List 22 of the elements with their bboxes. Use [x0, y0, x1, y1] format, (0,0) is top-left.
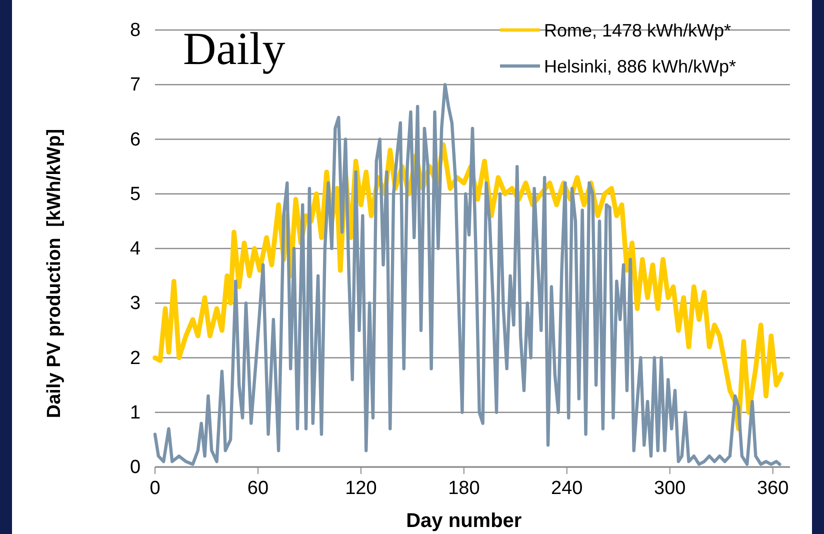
- x-tick-label: 60: [247, 478, 269, 500]
- y-tick-label: 6: [130, 129, 141, 150]
- y-tick-label: 7: [130, 74, 141, 96]
- legend-label: Rome, 1478 kWh/kWp*: [544, 20, 732, 40]
- x-tick-label: 120: [345, 478, 377, 500]
- x-tick-label: 300: [654, 478, 686, 500]
- y-tick-label: 2: [130, 348, 141, 369]
- y-tick-label: 3: [130, 293, 141, 314]
- line-series: [153, 83, 782, 466]
- y-tick-label: 1: [130, 402, 141, 424]
- y-tick-label: 5: [130, 184, 141, 205]
- y-axis-title: Daily PV production [kWh/kWp]: [44, 128, 65, 418]
- x-tick-label: 360: [756, 478, 789, 500]
- x-tick-label: 240: [551, 478, 583, 500]
- legend-label: Helsinki, 886 kWh/kWp*: [544, 56, 736, 76]
- chart-title: Daily: [183, 23, 286, 74]
- y-tick-label: 8: [130, 20, 141, 42]
- y-tick-label: 4: [130, 238, 142, 260]
- x-axis-title: Day number: [406, 510, 522, 532]
- y-tick-label: 0: [130, 457, 141, 478]
- x-tick-label: 180: [448, 478, 480, 500]
- x-tick-label: 0: [150, 478, 160, 500]
